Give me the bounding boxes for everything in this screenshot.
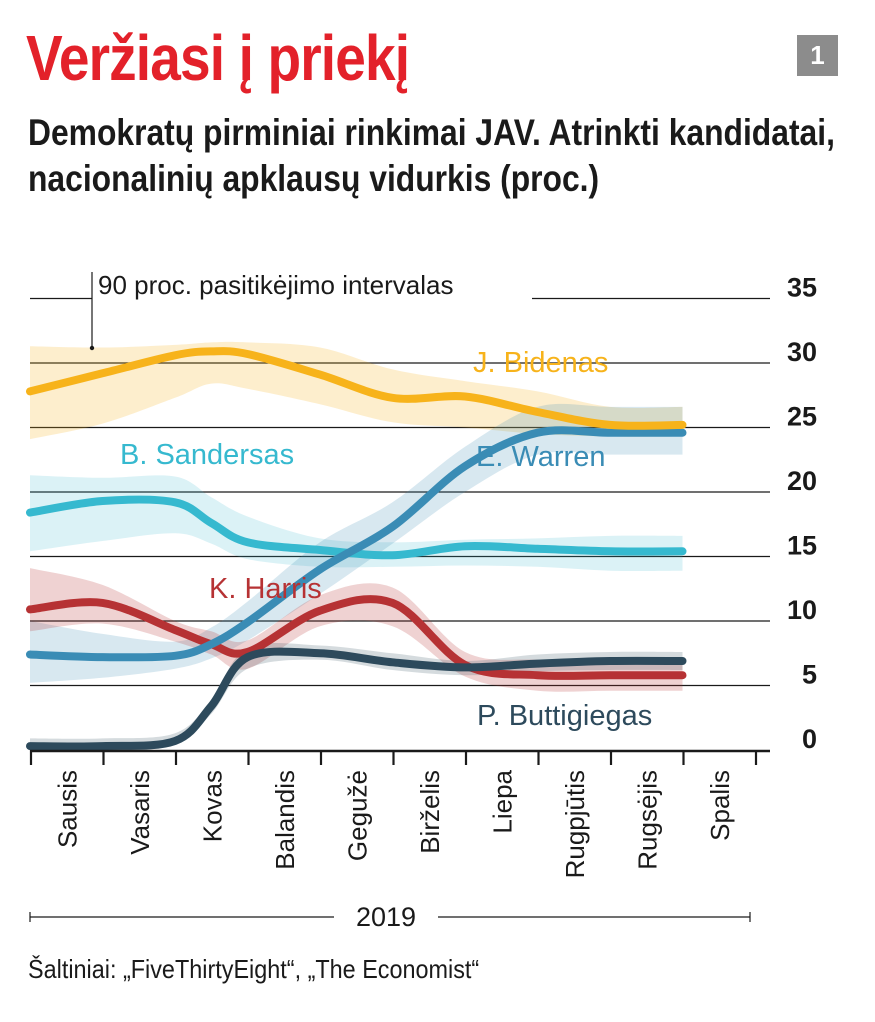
confidence-band [30, 643, 683, 750]
x-tick-label: Liepa [487, 769, 517, 833]
band-annotation: 90 proc. pasitikėjimo intervalas [98, 270, 454, 300]
series-line [26, 595, 687, 680]
y-tick-label: 35 [787, 273, 817, 303]
series-label: P. Buttigiegas [477, 700, 652, 732]
chart-subtitle: Demokratų pirminiai rinkimai JAV. Atrink… [28, 112, 835, 199]
series-label: B. Sandersas [120, 439, 294, 471]
y-tick-label: 20 [787, 466, 817, 496]
axes [29, 749, 770, 922]
y-tick-label: 10 [787, 595, 817, 625]
y-tick-label: 0 [802, 724, 817, 754]
series-label: E. Warren [476, 441, 605, 473]
annotation-dot [89, 345, 95, 351]
series-line [26, 347, 687, 430]
series-label: K. Harris [209, 573, 322, 605]
series-label: J. Bidenas [473, 347, 608, 379]
x-tick-label: Vasaris [125, 770, 155, 855]
series-line [26, 647, 687, 751]
annotation-backdrop [92, 268, 532, 300]
x-tick-label: Balandis [270, 770, 300, 870]
x-tick-label: Rugsėjis [632, 770, 662, 870]
x-tick-label: Spalis [705, 770, 735, 841]
series-line [26, 426, 687, 662]
x-tick-label: Kovas [197, 770, 227, 842]
y-tick-label: 5 [802, 660, 817, 690]
page-number-badge: 1 [797, 35, 838, 76]
x-year-label: 2019 [356, 902, 416, 932]
chart-title: Veržiasi į priekį [26, 22, 410, 94]
series-line [26, 495, 687, 560]
source-note: Šaltiniai: „FiveThirtyEight“, „The Econo… [28, 954, 480, 984]
chart-labels: 0 5 10 15 20 25 30 35 Sausis Vasaris Kovas Balandis… [52, 268, 817, 932]
x-tick-label: Rugpjūtis [560, 770, 590, 878]
x-tick-label: Birželis [415, 770, 445, 854]
y-tick-label: 25 [787, 402, 817, 432]
confidence-band [30, 403, 683, 683]
x-tick-label: Sausis [52, 770, 82, 848]
series-lines [26, 347, 687, 751]
y-tick-label: 15 [787, 531, 817, 561]
x-tick-label: Gegužė [342, 770, 372, 861]
y-tick-label: 30 [787, 337, 817, 367]
